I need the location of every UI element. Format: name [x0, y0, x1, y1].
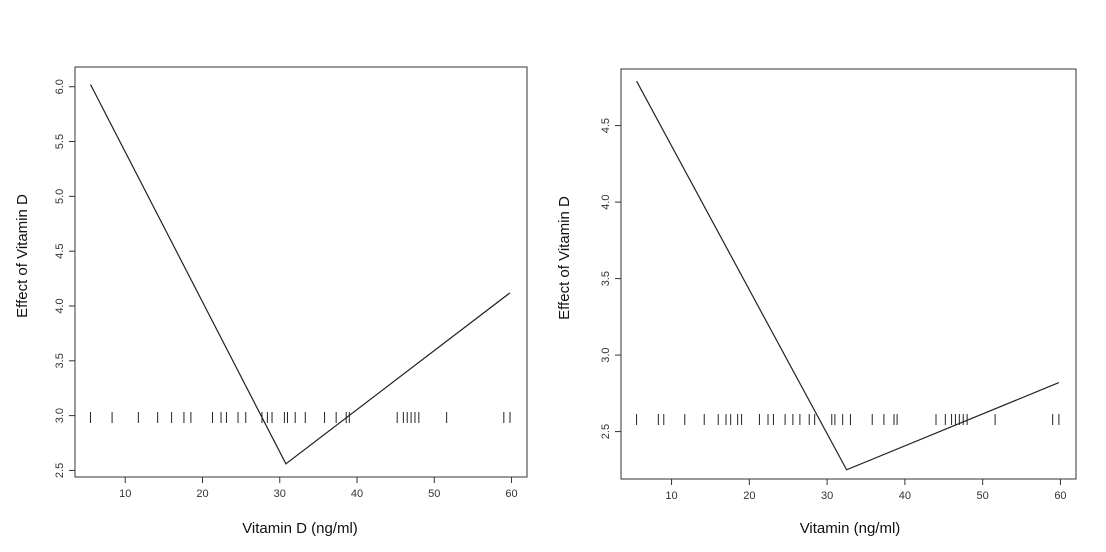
left-x-tick-label: 50 [428, 488, 440, 500]
right-plot-frame [620, 68, 1077, 480]
right-x-tick-label: 50 [977, 490, 989, 502]
right-x-axis-title: Vitamin (ng/ml) [800, 520, 901, 537]
left-y-tick-label: 4.0 [54, 298, 66, 313]
right-y-tick-label: 4.0 [600, 194, 612, 209]
left-y-axis-title: Effect of Vitamin D [14, 194, 31, 318]
left-plot-frame [74, 66, 528, 478]
left-y-tick-label: 6.0 [54, 79, 66, 94]
left-y-tick-label: 3.0 [54, 408, 66, 423]
left-y-tick-label: 4.5 [54, 244, 66, 259]
left-y-tick-label: 5.5 [54, 134, 66, 149]
left-effect-line [89, 84, 511, 465]
right-title-mask [780, 517, 944, 545]
left-y-tick-label: 2.5 [54, 463, 66, 478]
left-x-tick-label: 40 [351, 488, 363, 500]
right-x-tick-label: 30 [821, 490, 833, 502]
right-x-tick-label: 10 [665, 490, 677, 502]
left-x-tick-label: 20 [196, 488, 208, 500]
right-x-tick-label: 60 [1054, 490, 1066, 502]
right-y-tick-label: 3.5 [600, 271, 612, 286]
left-y-tick-label: 5.0 [54, 189, 66, 204]
left-x-tick-label: 10 [119, 488, 131, 500]
left-x-axis-title: Vitamin D (ng/ml) [242, 520, 358, 537]
right-panel: 10 20 30 40 50 60 2.5 3.0 3.5 4.0 4.5 Vitamin (ng/m… [556, 68, 1077, 545]
right-y-tick-label: 2.5 [600, 424, 612, 439]
right-effect-line [636, 80, 1060, 471]
left-side-mask [424, 517, 498, 545]
right-y-axis-title: Effect of Vitamin D [556, 196, 573, 320]
left-title-mask [258, 517, 390, 545]
left-x-tick-label: 60 [505, 488, 517, 500]
right-x-tick-label: 20 [743, 490, 755, 502]
right-y-tick-label: 4.5 [600, 118, 612, 133]
left-y-tick-label: 3.5 [54, 353, 66, 368]
left-panel: 10 20 30 40 50 60 2.5 3.0 3.5 4.0 4.5 5.0 5.5 6.0 Vita… [14, 66, 528, 545]
left-x-tick-label: 30 [274, 488, 286, 500]
right-y-tick-label: 3.0 [600, 347, 612, 362]
right-x-tick-label: 40 [899, 490, 911, 502]
